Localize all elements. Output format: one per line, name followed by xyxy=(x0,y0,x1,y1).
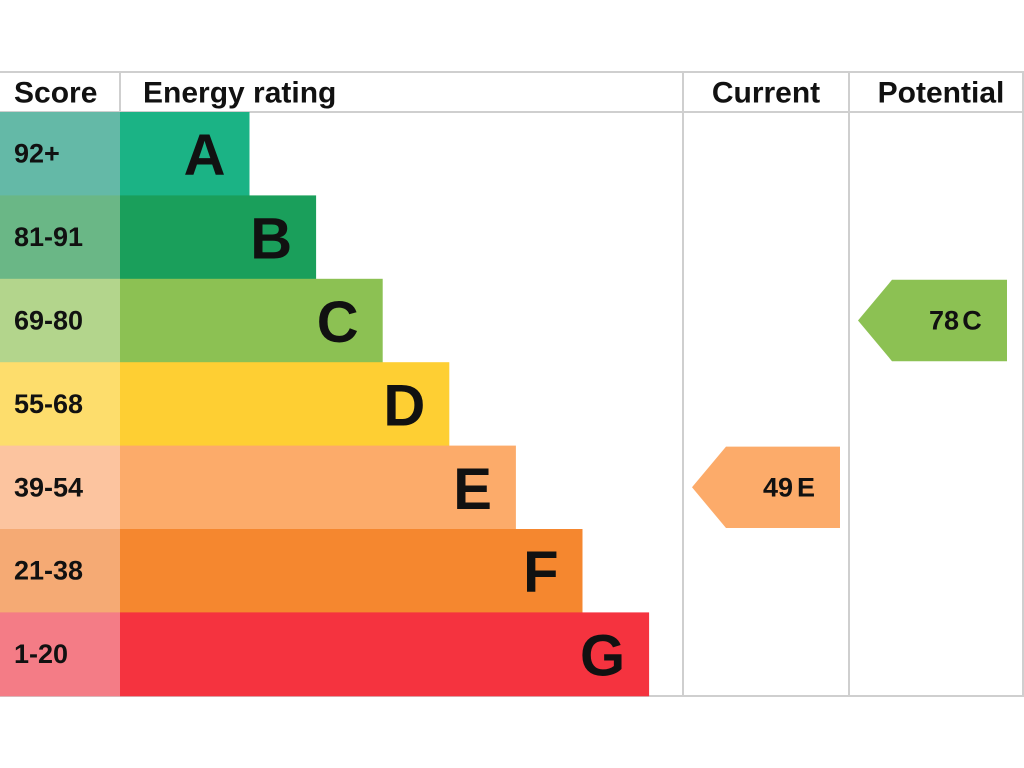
potential-letter: C xyxy=(962,306,982,336)
score-cell xyxy=(0,195,120,280)
rating-bar xyxy=(120,195,317,280)
rating-bar xyxy=(120,445,516,530)
current-letter: E xyxy=(797,472,815,502)
rating-bar xyxy=(120,612,650,697)
score-label: 92+ xyxy=(14,139,60,169)
current-value: 49 xyxy=(763,472,793,502)
score-label: 81-91 xyxy=(14,222,83,252)
score-label: 39-54 xyxy=(14,472,83,502)
score-label: 55-68 xyxy=(14,389,83,419)
score-cell xyxy=(0,112,120,196)
rating-bar xyxy=(120,278,383,363)
band-letter: D xyxy=(383,373,425,438)
score-cell xyxy=(0,445,120,530)
band-letter: C xyxy=(317,290,359,355)
header-potential: Potential xyxy=(878,77,1005,110)
rating-bar xyxy=(120,112,250,196)
band-letter: F xyxy=(523,540,558,605)
score-cell xyxy=(0,612,120,697)
rating-bar xyxy=(120,362,450,447)
header-current: Current xyxy=(712,77,820,110)
score-cell xyxy=(0,362,120,447)
score-label: 69-80 xyxy=(14,306,83,336)
header-energy-rating: Energy rating xyxy=(143,77,336,110)
rating-bar xyxy=(120,529,583,613)
score-cell xyxy=(0,529,120,613)
potential-value: 78 xyxy=(929,306,959,336)
potential-arrow xyxy=(858,279,1007,362)
current-arrow xyxy=(692,446,840,528)
score-label: 21-38 xyxy=(14,556,83,586)
band-letter: B xyxy=(250,207,292,272)
band-letter: G xyxy=(580,624,625,689)
band-letter: A xyxy=(184,123,226,188)
score-label: 1-20 xyxy=(14,639,68,669)
score-cell xyxy=(0,278,120,363)
header-score: Score xyxy=(14,77,97,110)
band-letter: E xyxy=(453,457,492,522)
